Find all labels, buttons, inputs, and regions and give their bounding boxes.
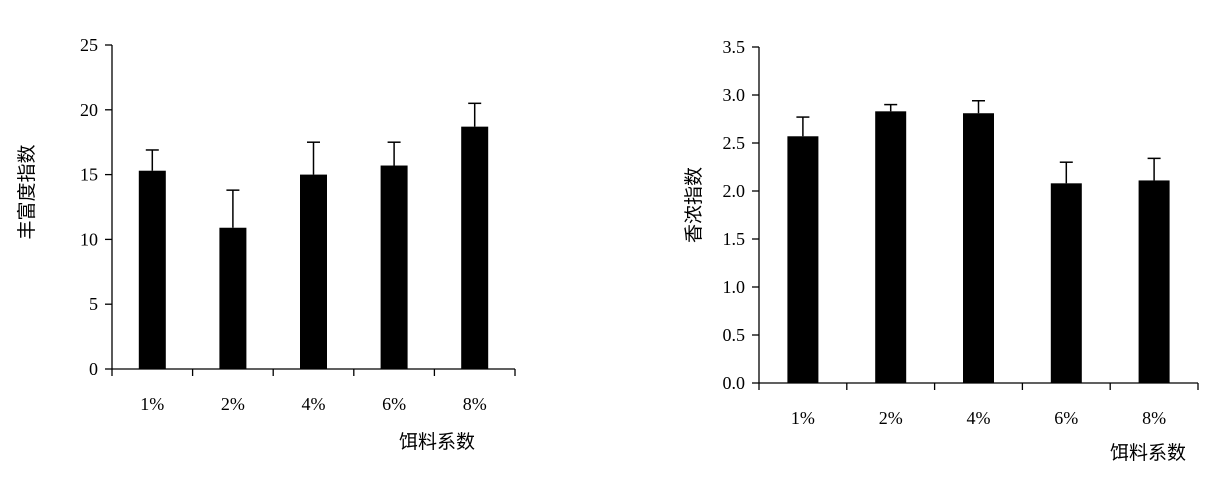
y-tick-label: 5 <box>89 294 98 314</box>
x-tick-label: 2% <box>221 394 245 414</box>
x-axis-title: 饵料系数 <box>399 431 475 453</box>
y-tick-label: 3.0 <box>723 85 746 105</box>
bar <box>787 136 819 383</box>
y-tick-label: 15 <box>80 165 98 185</box>
y-tick-label: 1.0 <box>723 277 746 297</box>
x-tick-label: 8% <box>463 394 487 414</box>
bar <box>219 227 247 369</box>
x-tick-label: 2% <box>879 408 903 428</box>
shannon-index-chart: 0.0 0.5 1.0 1.5 2.0 2.5 3.0 3.5 1% 2% 4% 6% 8% 香浓指数饵料… <box>683 37 1199 464</box>
y-tick-label: 2.0 <box>723 181 746 201</box>
y-tick-label: 1.5 <box>723 229 746 249</box>
y-tick-label: 25 <box>80 35 98 55</box>
bar <box>380 165 408 369</box>
y-axis-title: 丰富度指数 <box>16 144 38 239</box>
x-axis-title: 饵料系数 <box>1110 442 1186 464</box>
y-tick-label: 0 <box>89 359 98 379</box>
y-tick-label: 0.0 <box>723 373 746 393</box>
bar <box>300 174 327 369</box>
bar <box>963 113 994 384</box>
y-axis-title: 香浓指数 <box>683 167 705 243</box>
x-tick-label: 1% <box>140 394 164 414</box>
bar <box>875 111 907 383</box>
y-tick-label: 20 <box>80 100 98 120</box>
x-tick-label: 6% <box>382 394 406 414</box>
x-tick-label: 4% <box>302 394 326 414</box>
x-tick-label: 4% <box>967 408 991 428</box>
y-tick-label: 3.5 <box>723 37 746 57</box>
x-tick-label: 1% <box>791 408 815 428</box>
bar <box>461 126 489 369</box>
x-tick-label: 6% <box>1054 408 1078 428</box>
bar <box>138 170 166 369</box>
y-tick-label: 10 <box>80 229 98 249</box>
bar <box>1138 180 1170 383</box>
y-tick-label: 0.5 <box>723 325 746 345</box>
x-tick-label: 8% <box>1142 408 1166 428</box>
y-tick-label: 2.5 <box>723 133 746 153</box>
bar <box>1050 183 1082 383</box>
